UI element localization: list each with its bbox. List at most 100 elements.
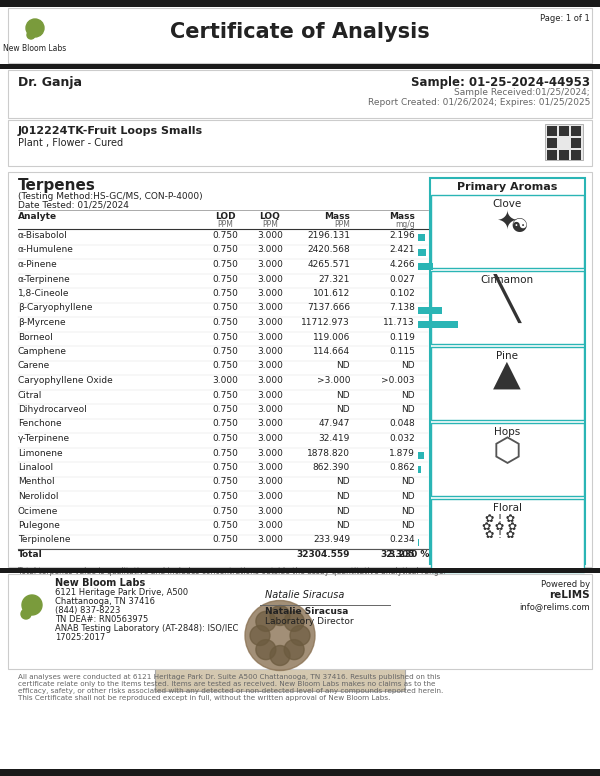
FancyBboxPatch shape bbox=[431, 271, 584, 344]
Text: ND: ND bbox=[401, 362, 415, 370]
Text: 2196.131: 2196.131 bbox=[307, 231, 350, 240]
Text: New Bloom Labs: New Bloom Labs bbox=[55, 578, 145, 588]
FancyBboxPatch shape bbox=[8, 8, 592, 63]
Text: ╲: ╲ bbox=[494, 275, 520, 324]
Text: 0.750: 0.750 bbox=[212, 390, 238, 400]
Text: β-Caryophyllene: β-Caryophyllene bbox=[18, 303, 92, 313]
Text: info@relims.com: info@relims.com bbox=[520, 602, 590, 611]
Text: Primary Aromas: Primary Aromas bbox=[457, 182, 557, 192]
Text: ND: ND bbox=[337, 492, 350, 501]
FancyBboxPatch shape bbox=[431, 195, 584, 268]
Circle shape bbox=[270, 646, 290, 666]
Text: 7.138: 7.138 bbox=[389, 303, 415, 313]
Text: 3.000: 3.000 bbox=[257, 535, 283, 545]
Text: 862.390: 862.390 bbox=[313, 463, 350, 472]
Text: α-Humulene: α-Humulene bbox=[18, 245, 74, 255]
Text: 0.750: 0.750 bbox=[212, 434, 238, 443]
Text: ND: ND bbox=[337, 507, 350, 515]
Text: 4.266: 4.266 bbox=[389, 260, 415, 269]
Circle shape bbox=[256, 639, 276, 660]
Text: 0.750: 0.750 bbox=[212, 535, 238, 545]
Text: 0.750: 0.750 bbox=[212, 303, 238, 313]
Circle shape bbox=[26, 19, 44, 37]
Text: Report Created: 01/26/2024; Expires: 01/25/2025: Report Created: 01/26/2024; Expires: 01/… bbox=[368, 98, 590, 107]
Text: 3.000: 3.000 bbox=[257, 303, 283, 313]
Text: ND: ND bbox=[337, 521, 350, 530]
Text: Page: 1 of 1: Page: 1 of 1 bbox=[540, 14, 590, 23]
Text: >0.003: >0.003 bbox=[382, 376, 415, 385]
Text: Terpenes: Terpenes bbox=[18, 178, 96, 193]
Text: 0.750: 0.750 bbox=[212, 318, 238, 327]
Text: ANAB Testing Laboratory (AT-2848): ISO/IEC: ANAB Testing Laboratory (AT-2848): ISO/I… bbox=[55, 624, 238, 633]
Text: 0.102: 0.102 bbox=[389, 289, 415, 298]
FancyBboxPatch shape bbox=[0, 0, 600, 7]
Text: 3.000: 3.000 bbox=[257, 521, 283, 530]
Text: 0.115: 0.115 bbox=[389, 347, 415, 356]
Text: Mass: Mass bbox=[389, 212, 415, 221]
Text: Powered by: Powered by bbox=[541, 580, 590, 589]
Text: LOQ: LOQ bbox=[260, 212, 280, 221]
Text: 1878.820: 1878.820 bbox=[307, 449, 350, 458]
Circle shape bbox=[250, 625, 270, 646]
FancyBboxPatch shape bbox=[155, 580, 405, 691]
Text: ✿ ✿ ✿: ✿ ✿ ✿ bbox=[482, 522, 518, 532]
Text: 3.000: 3.000 bbox=[257, 275, 283, 283]
FancyBboxPatch shape bbox=[8, 120, 592, 166]
FancyBboxPatch shape bbox=[8, 574, 592, 669]
Text: Pine: Pine bbox=[496, 351, 518, 361]
Text: Dr. Ganja: Dr. Ganja bbox=[18, 76, 82, 89]
Text: New Bloom Labs: New Bloom Labs bbox=[4, 44, 67, 53]
Bar bbox=[418, 466, 421, 473]
Text: Sample: 01-25-2024-44953: Sample: 01-25-2024-44953 bbox=[411, 76, 590, 89]
Text: 0.750: 0.750 bbox=[212, 275, 238, 283]
Text: 3.000: 3.000 bbox=[257, 449, 283, 458]
Circle shape bbox=[284, 639, 304, 660]
Circle shape bbox=[270, 605, 290, 625]
Text: 0.750: 0.750 bbox=[212, 492, 238, 501]
Text: 3.000: 3.000 bbox=[257, 477, 283, 487]
Text: 11712.973: 11712.973 bbox=[301, 318, 350, 327]
Text: 17025:2017: 17025:2017 bbox=[55, 633, 105, 642]
Text: Fenchone: Fenchone bbox=[18, 420, 62, 428]
Text: 3.000: 3.000 bbox=[257, 405, 283, 414]
Text: 3.000: 3.000 bbox=[212, 376, 238, 385]
Text: 0.750: 0.750 bbox=[212, 449, 238, 458]
Text: 233.949: 233.949 bbox=[313, 535, 350, 545]
Text: ND: ND bbox=[401, 507, 415, 515]
Circle shape bbox=[27, 31, 35, 39]
Text: (Testing Method:HS-GC/MS, CON-P-4000): (Testing Method:HS-GC/MS, CON-P-4000) bbox=[18, 192, 203, 201]
Text: ✿ ! ✿: ✿ ! ✿ bbox=[485, 530, 515, 540]
Text: Certificate of Analysis: Certificate of Analysis bbox=[170, 22, 430, 42]
Text: PPM: PPM bbox=[217, 220, 233, 229]
Text: Natalie Siracusa: Natalie Siracusa bbox=[265, 607, 349, 616]
Text: Sample Received:01/25/2024;: Sample Received:01/25/2024; bbox=[454, 88, 590, 97]
Text: Pulegone: Pulegone bbox=[18, 521, 60, 530]
Text: 0.119: 0.119 bbox=[389, 332, 415, 341]
Circle shape bbox=[245, 601, 315, 670]
Text: Borneol: Borneol bbox=[18, 332, 53, 341]
Text: Chattanooga, TN 37416: Chattanooga, TN 37416 bbox=[55, 597, 155, 606]
Text: 47.947: 47.947 bbox=[319, 420, 350, 428]
Text: ⬡: ⬡ bbox=[493, 435, 521, 467]
Circle shape bbox=[21, 609, 31, 619]
FancyBboxPatch shape bbox=[547, 150, 557, 160]
Text: 32.419: 32.419 bbox=[319, 434, 350, 443]
Text: Terpinolene: Terpinolene bbox=[18, 535, 71, 545]
Text: 3.000: 3.000 bbox=[257, 332, 283, 341]
Text: 0.234: 0.234 bbox=[389, 535, 415, 545]
Text: >3.000: >3.000 bbox=[317, 376, 350, 385]
Text: 0.032: 0.032 bbox=[389, 434, 415, 443]
Text: Linalool: Linalool bbox=[18, 463, 53, 472]
FancyBboxPatch shape bbox=[547, 138, 557, 148]
Text: 2.196: 2.196 bbox=[389, 231, 415, 240]
Bar bbox=[418, 452, 424, 459]
Text: 0.027: 0.027 bbox=[389, 275, 415, 283]
Text: 0.750: 0.750 bbox=[212, 231, 238, 240]
Bar bbox=[418, 263, 433, 270]
Bar bbox=[418, 248, 426, 255]
Text: 3.000: 3.000 bbox=[257, 347, 283, 356]
Text: Plant , Flower - Cured: Plant , Flower - Cured bbox=[18, 138, 123, 148]
Text: ND: ND bbox=[337, 477, 350, 487]
FancyBboxPatch shape bbox=[8, 70, 592, 118]
Text: 3.000: 3.000 bbox=[257, 376, 283, 385]
